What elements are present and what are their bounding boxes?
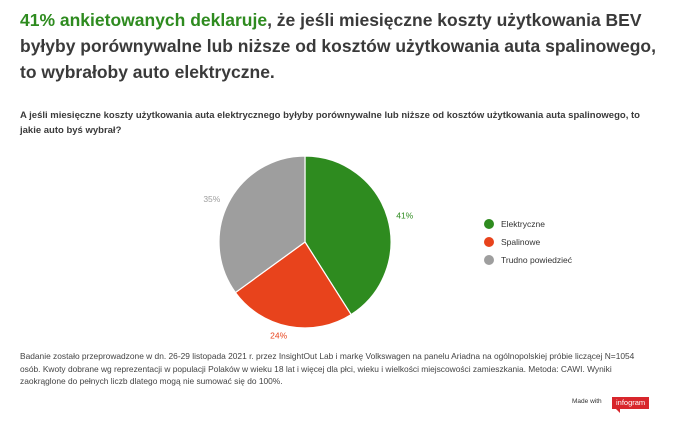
chart-question: A jeśli miesięczne koszty użytkowania au… xyxy=(20,110,640,136)
pie-label-elektryczne: 41% xyxy=(396,210,413,220)
legend-label-spalinowe: Spalinowe xyxy=(501,236,541,247)
legend-item-spalinowe[interactable]: Spalinowe xyxy=(484,236,572,247)
pie-slice-spalinowe[interactable] xyxy=(234,241,352,329)
legend-item-trudno-powiedziec[interactable]: Trudno powiedzieć xyxy=(484,254,572,265)
methodology-footnote: Badanie zostało przeprowadzone w dn. 26-… xyxy=(20,351,635,386)
legend-swatch-trudno-powiedziec xyxy=(484,254,494,265)
legend-label-trudno-powiedziec: Trudno powiedzieć xyxy=(501,254,573,265)
headline-rest: , że jeśli miesięczne koszty użytkowania… xyxy=(20,10,656,82)
headline-accent: 41% ankietowanych deklaruje xyxy=(20,10,268,30)
headline: 41% ankietowanych deklaruje, że jeśli mi… xyxy=(20,7,660,85)
legend-label-elektryczne: Elektryczne xyxy=(501,218,545,229)
infogram-logo[interactable]: infogram xyxy=(612,397,650,413)
pie-label-trudno-powiedziec: 35% xyxy=(203,194,220,204)
pie-label-spalinowe: 24% xyxy=(270,330,287,340)
chart-legend: Elektryczne Spalinowe Trudno powiedzieć xyxy=(484,218,572,272)
legend-swatch-elektryczne xyxy=(484,218,494,229)
legend-item-elektryczne[interactable]: Elektryczne xyxy=(484,218,572,229)
made-with-text: Made with xyxy=(572,398,602,405)
pie-slice-trudno-powiedziec[interactable] xyxy=(218,155,306,294)
legend-swatch-spalinowe xyxy=(484,236,494,247)
